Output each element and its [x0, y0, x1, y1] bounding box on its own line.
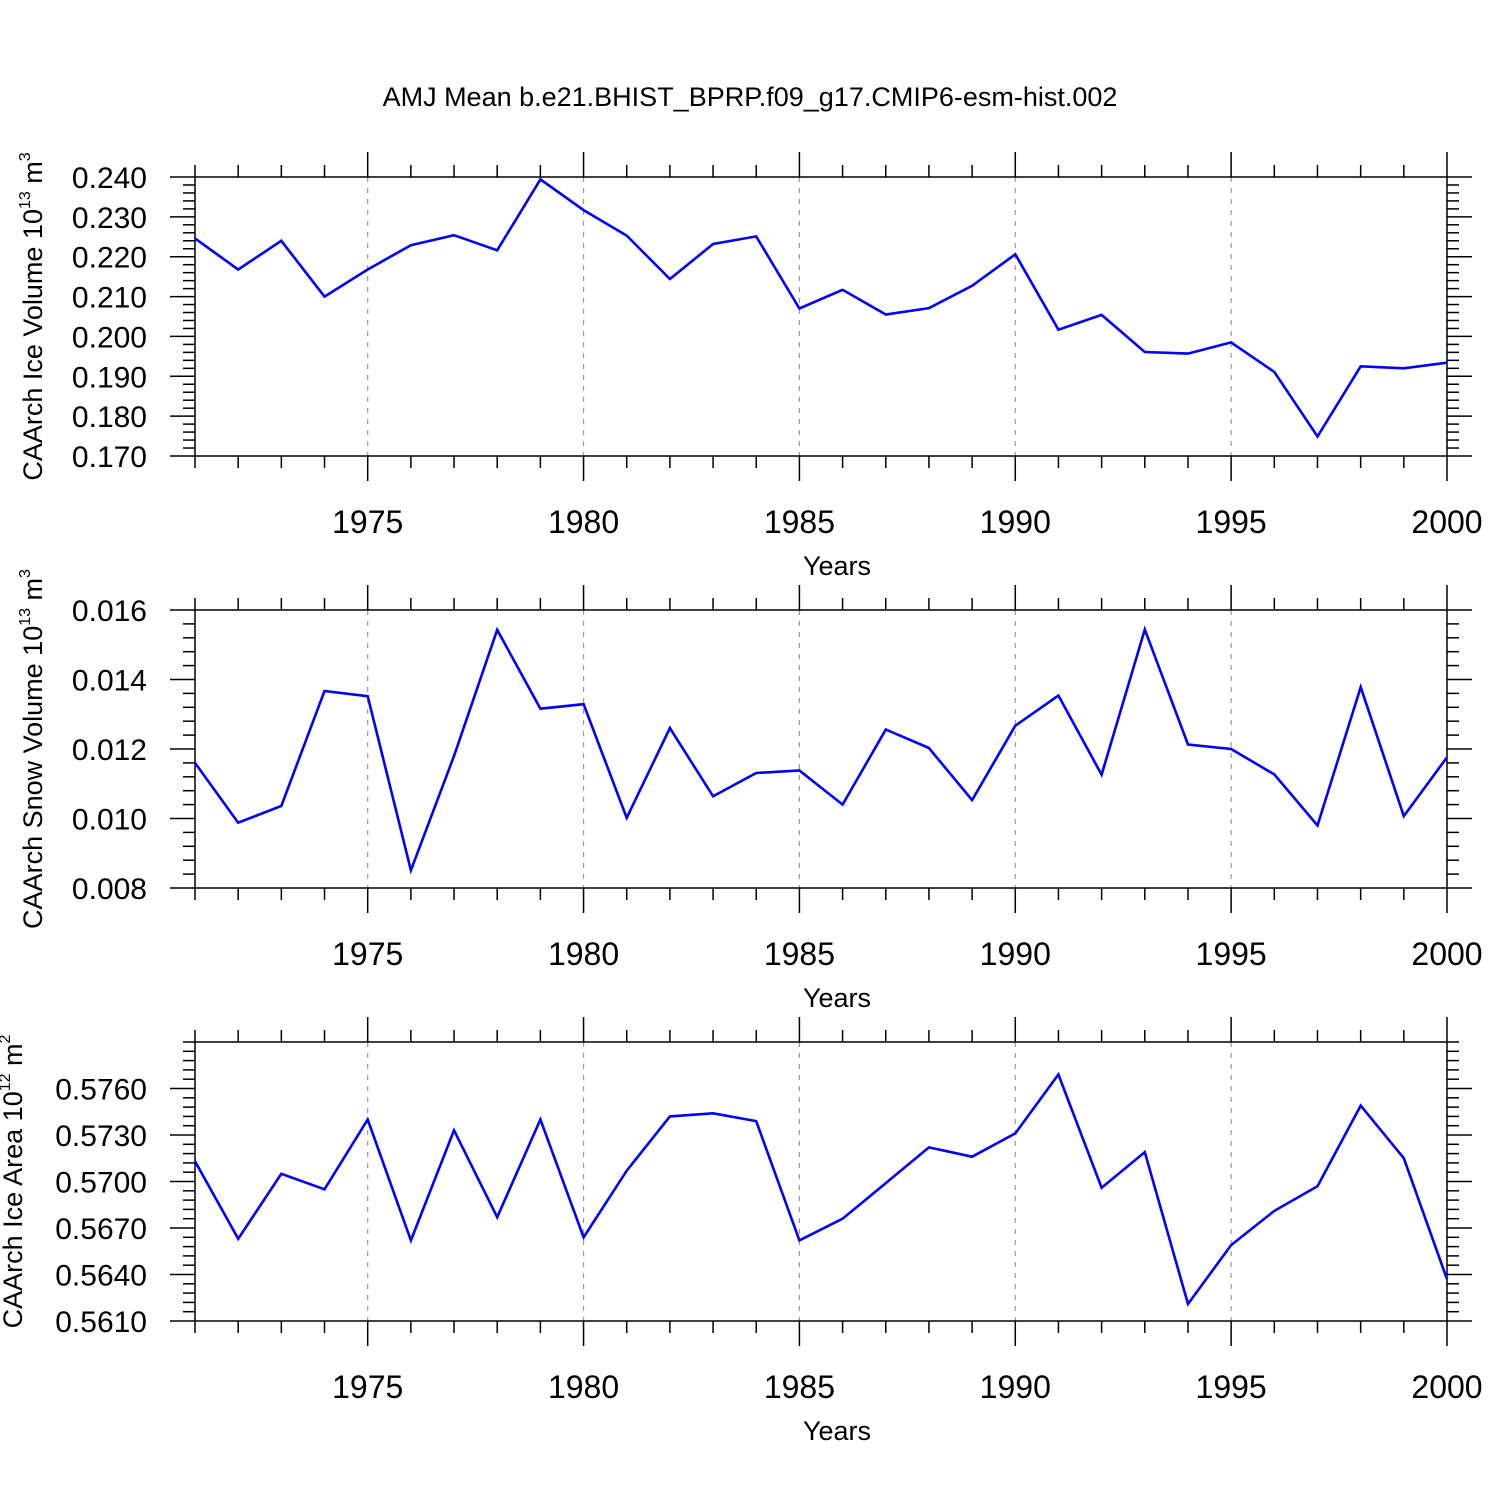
y-tick-label: 0.014 — [72, 665, 147, 698]
y-axis-label-unit-exponent: 3 — [17, 152, 34, 161]
x-tick-label: 1980 — [548, 504, 619, 540]
x-axis-label: Years — [803, 1416, 871, 1446]
x-tick-label: 1995 — [1196, 1369, 1267, 1405]
y-axis-label-unit: m — [0, 1043, 28, 1073]
y-axis-label-unit-exponent: 3 — [17, 569, 34, 578]
x-tick-label: 1990 — [980, 1369, 1051, 1405]
y-tick-label: 0.5670 — [55, 1213, 147, 1246]
y-axis-label: CAArch Ice Volume 1013 m3 — [17, 152, 48, 480]
y-axis-label-exponent: 12 — [0, 1073, 14, 1091]
plot-frame — [194, 176, 1448, 457]
x-tick-label: 1980 — [548, 1369, 619, 1405]
y-axis-label: CAArch Snow Volume 1013 m3 — [17, 569, 48, 929]
chart-panel-1: 1975 1980 1985 1990 1995 2000 0.170 0.180 0.190 0… — [17, 152, 1483, 581]
y-tick-label: 0.012 — [72, 734, 147, 767]
x-tick-label: 1985 — [764, 504, 835, 540]
y-axis-label-unit: m — [18, 161, 48, 191]
x-axis-label: Years — [803, 551, 871, 581]
panels: 1975 1980 1985 1990 1995 2000 0.170 0.180 0.190 0… — [0, 152, 1483, 1446]
y-tick-label: 0.010 — [72, 804, 147, 837]
y-tick-label: 0.5700 — [55, 1167, 147, 1200]
plot-frame — [194, 609, 1448, 889]
y-tick-label: 0.008 — [72, 873, 147, 906]
x-tick-label: 1980 — [548, 936, 619, 972]
y-tick-label: 0.180 — [72, 401, 147, 434]
y-tick-label: 0.5760 — [55, 1074, 147, 1107]
series-line — [193, 1071, 1449, 1307]
y-tick-label: 0.190 — [72, 361, 147, 394]
x-tick-label: 1985 — [764, 1369, 835, 1405]
y-tick-label: 0.200 — [72, 321, 147, 354]
x-tick-label: 2000 — [1411, 936, 1482, 972]
x-tick-label: 2000 — [1411, 504, 1482, 540]
x-tick-label: 1975 — [332, 1369, 403, 1405]
y-axis-label: CAArch Ice Area 1012 m2 — [0, 1034, 28, 1328]
y-axis-label-exponent: 13 — [17, 191, 34, 209]
y-axis-label-unit: m — [18, 578, 48, 608]
y-tick-label: 0.240 — [72, 162, 147, 195]
y-tick-label: 0.5640 — [55, 1260, 147, 1293]
y-tick-label: 0.5730 — [55, 1120, 147, 1153]
y-tick-label: 0.210 — [72, 282, 147, 315]
series-line — [194, 177, 1448, 439]
y-tick-label: 0.016 — [72, 595, 147, 628]
x-tick-label: 1990 — [980, 504, 1051, 540]
x-tick-label: 1985 — [764, 936, 835, 972]
x-tick-label: 1975 — [332, 936, 403, 972]
y-axis-label-exponent: 13 — [17, 608, 34, 626]
y-axis-label-text: CAArch Snow Volume 10 — [18, 626, 48, 929]
figure-title: AMJ Mean b.e21.BHIST_BPRP.f09_g17.CMIP6-… — [383, 82, 1118, 112]
x-axis-label: Years — [803, 983, 871, 1013]
y-tick-label: 0.5610 — [55, 1306, 147, 1339]
series-line — [193, 625, 1449, 875]
y-axis-label-text: CAArch Ice Area 10 — [0, 1091, 28, 1328]
chart-panel-3: 1975 1980 1985 1990 1995 2000 0.5610 0.5640 0.56… — [0, 1017, 1483, 1446]
x-tick-label: 1995 — [1196, 936, 1267, 972]
x-tick-label: 2000 — [1411, 1369, 1482, 1405]
y-axis-label-text: CAArch Ice Volume 10 — [18, 209, 48, 481]
chart-panel-2: 1975 1980 1985 1990 1995 2000 0.008 0.010 0.012 0… — [17, 569, 1483, 1013]
plot-frame — [194, 1041, 1448, 1322]
x-tick-label: 1975 — [332, 504, 403, 540]
x-tick-label: 1990 — [980, 936, 1051, 972]
x-tick-label: 1995 — [1196, 504, 1267, 540]
y-axis-label-unit-exponent: 2 — [0, 1034, 14, 1043]
y-tick-label: 0.220 — [72, 242, 147, 275]
y-tick-label: 0.170 — [72, 441, 147, 474]
y-tick-label: 0.230 — [72, 202, 147, 235]
